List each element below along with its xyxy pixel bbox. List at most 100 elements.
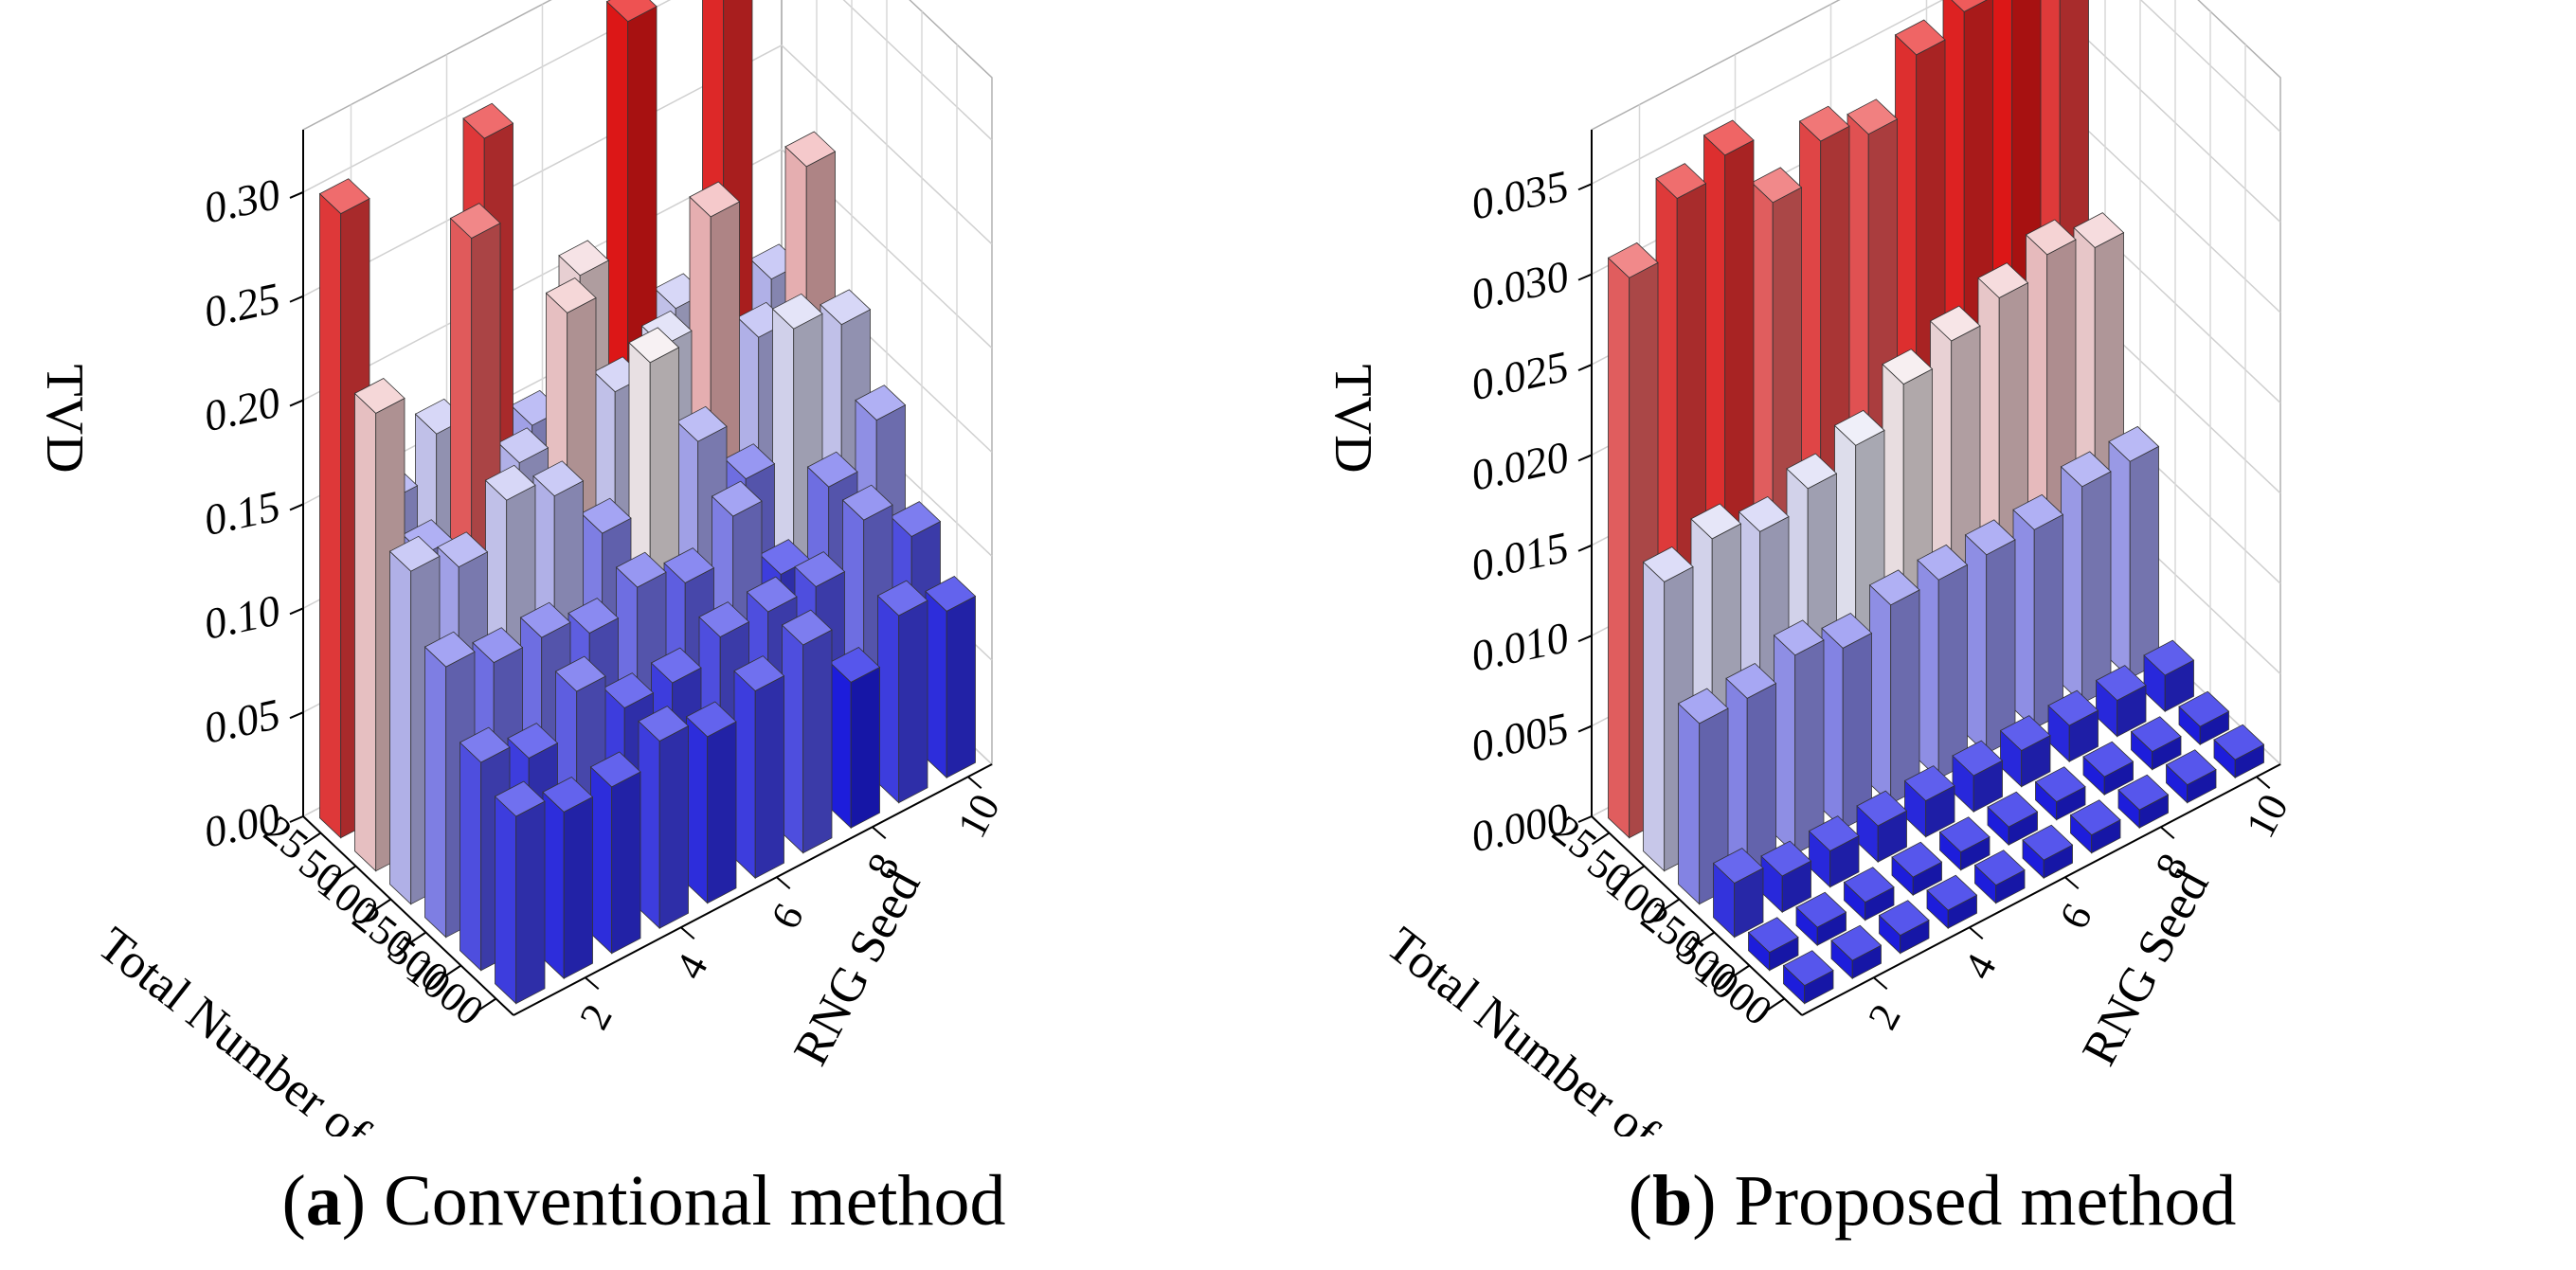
bar-left-face [542,791,565,980]
bar [1747,917,1799,972]
bar [1964,519,2016,755]
bar-left-face [319,192,342,839]
bar-top-face [2178,690,2230,727]
bar [2022,824,2074,880]
bar [1973,850,2026,904]
bar-top-face [1999,715,2051,751]
bars [318,0,977,1005]
bar-right-face [707,721,737,904]
bar-top-face [1795,891,1847,928]
bar-top-face [1655,163,1707,199]
bar-left-face [1821,627,1844,831]
bar-top-face [1760,840,1812,877]
bar-top-face [567,598,620,634]
bar [2143,639,2195,713]
bar [1677,688,1729,905]
bar-top-face [1712,848,1764,884]
bar-top-face [724,443,776,480]
bar [2082,741,2135,796]
bar-top-face [663,547,715,583]
chart-panel-proposed: 0.000 0.005 0.010 0.015 0.020 0.025 0.030 0.035… [1288,0,2576,1270]
bar-top-face [1856,790,1908,827]
bar-left-face [925,590,947,779]
bar-top-face [1808,815,1860,851]
bar-top-face [876,580,928,617]
bar-right-face [1890,589,1920,805]
bar-top-face [890,501,942,537]
bar-left-face [1917,559,1939,780]
bar-top-face [925,576,977,612]
bar-top-face [2022,824,2074,861]
seed-tick [776,876,791,890]
seed-tick-label: 4 [666,946,717,986]
seed-axis-line [513,763,993,1016]
bar-top-face [558,240,610,277]
bar [925,576,977,779]
bar-left-face [590,765,613,955]
bar-top-face [1702,119,1755,156]
bar-top-face [794,551,846,587]
bar-top-face [781,609,833,646]
bar-top-face [1690,503,1742,540]
z-tick-label: 0.030 [1467,252,1573,319]
seed-tick-label: 6 [762,896,813,936]
bar-top-face [1903,765,1955,801]
caption-proposed: (b) Proposed method [1288,1160,2576,1243]
seed-tick [967,776,982,790]
bar-right-face [1794,639,1825,855]
z-axis: 0.000.050.100.150.200.250.30 [200,130,304,857]
seed-tick [2256,776,2271,790]
bar [2213,724,2265,779]
grains-tick [337,865,357,879]
bar [1878,900,1930,955]
bar-top-face [689,181,741,218]
z-tick-label: 0.15 [200,481,284,545]
z-tick [289,607,304,616]
bar-top-face [318,178,370,215]
z-tick-label: 0.010 [1467,613,1573,680]
bar-left-face [2012,509,2035,730]
seed-tick-label: 4 [1955,946,2006,986]
bar [589,751,641,955]
bar-top-face [2213,724,2265,760]
bar [1843,867,1895,921]
bar-top-face [1782,950,1834,987]
bar-top-face [519,601,571,638]
bar-left-face [1869,583,1892,805]
z-tick [1577,364,1593,371]
bar-top-face [484,464,536,501]
bar-top-face [2060,451,2112,488]
z-tick [289,399,304,407]
grains-tick [1626,865,1646,879]
z-tick-label: 0.05 [200,689,284,753]
bar-top-face [1786,453,1838,490]
z-tick-label: 0.25 [200,274,284,337]
bar-top-face [2034,766,2086,803]
bar-top-face [2117,774,2170,811]
bar-right-face [563,796,593,979]
z-tick [1577,815,1593,823]
bar-top-face [784,131,837,168]
bar-top-face [1964,519,2016,556]
seed-tick [585,976,600,991]
bar-left-face [424,646,447,939]
bar-left-face [389,550,412,905]
caption-conventional: (a) Conventional method [0,1160,1288,1243]
bar-top-face [459,726,511,763]
z-tick [1577,454,1593,462]
bar-left-face [1643,561,1666,872]
bars [1607,0,2265,1005]
bar-top-face [1987,791,2039,828]
bar-right-face [802,629,833,854]
bar-top-face [472,627,524,664]
bar [1868,569,1920,805]
z-tick [1577,273,1593,281]
bar-top-face [507,723,559,759]
bar-top-face [1894,19,1946,56]
bar [1952,740,2004,814]
bar-top-face [698,601,750,637]
bar-left-face [1725,677,1748,881]
bar-left-face [1678,702,1701,905]
bar-top-face [2095,665,2147,701]
z-axis-label: TVD [1324,364,1382,473]
